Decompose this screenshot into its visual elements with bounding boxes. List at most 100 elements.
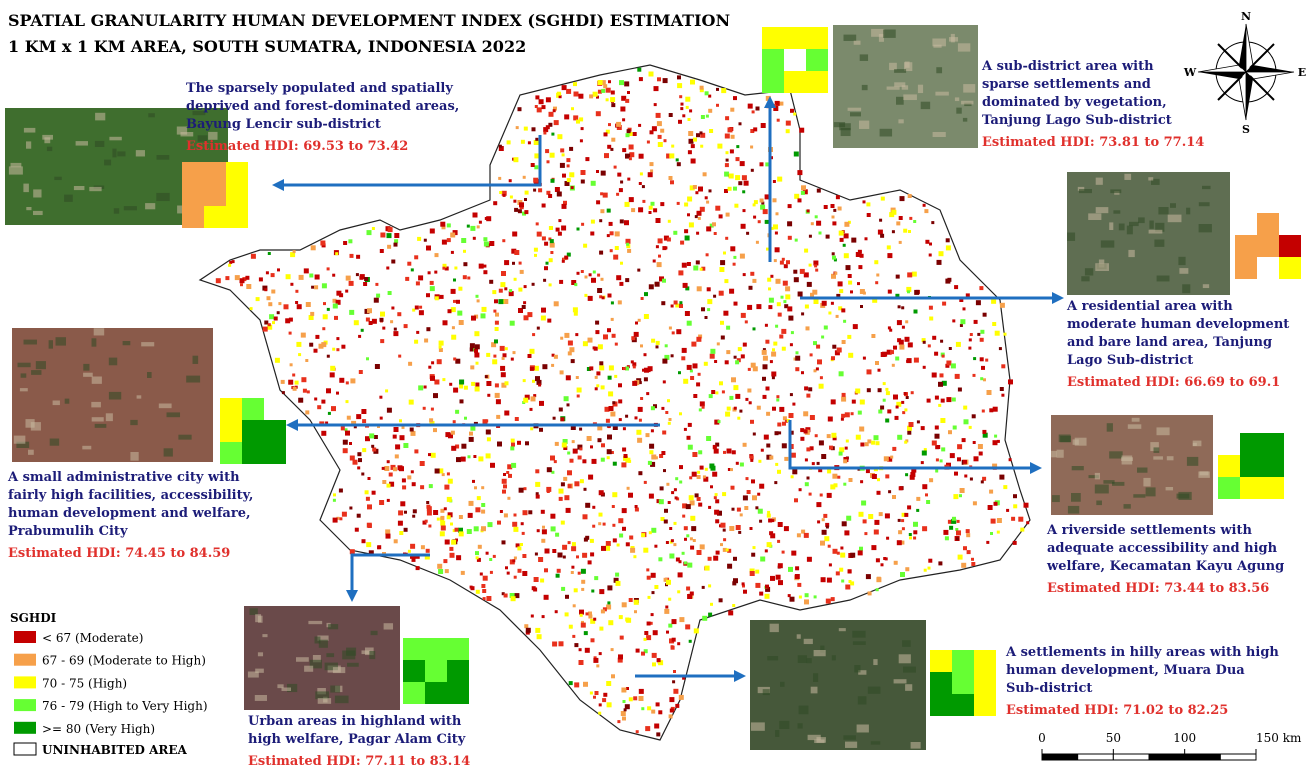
raster-cell xyxy=(928,253,932,257)
raster-cell xyxy=(965,293,970,298)
raster-cell xyxy=(866,202,871,207)
raster-cell xyxy=(562,173,566,178)
raster-cell xyxy=(820,577,826,583)
image-texture xyxy=(1202,185,1211,190)
raster-cell xyxy=(492,359,498,365)
raster-cell xyxy=(641,707,645,711)
raster-cell xyxy=(616,543,620,547)
raster-cell xyxy=(651,454,657,460)
raster-cell xyxy=(736,145,740,149)
raster-cell xyxy=(779,334,784,339)
raster-cell xyxy=(561,259,565,263)
raster-cell xyxy=(708,189,712,193)
raster-cell xyxy=(992,463,998,469)
raster-cell xyxy=(772,406,776,411)
raster-cell xyxy=(725,411,731,417)
raster-cell xyxy=(673,230,678,235)
raster-cell xyxy=(593,695,596,699)
raster-cell xyxy=(671,491,675,495)
raster-cell xyxy=(560,336,564,340)
raster-cell xyxy=(719,267,725,272)
raster-cell xyxy=(695,191,699,195)
raster-cell xyxy=(779,406,785,412)
raster-cell xyxy=(608,80,611,84)
raster-cell xyxy=(701,405,705,409)
raster-cell xyxy=(387,227,393,233)
raster-cell xyxy=(962,307,966,311)
raster-cell xyxy=(613,165,617,169)
raster-cell xyxy=(1013,504,1018,509)
raster-cell xyxy=(385,389,389,393)
image-texture xyxy=(83,363,90,371)
raster-cell xyxy=(787,594,791,598)
image-texture xyxy=(109,136,122,141)
raster-cell xyxy=(649,162,654,167)
raster-cell xyxy=(499,510,503,513)
image-texture xyxy=(838,628,846,632)
raster-cell xyxy=(943,529,949,535)
grid-cell xyxy=(930,650,952,672)
raster-cell xyxy=(394,239,399,244)
raster-cell xyxy=(843,233,849,239)
raster-cell xyxy=(897,518,901,522)
raster-cell xyxy=(341,344,346,349)
raster-cell xyxy=(878,512,883,517)
raster-cell xyxy=(965,529,970,534)
raster-cell xyxy=(472,479,475,483)
raster-cell xyxy=(517,546,522,551)
raster-cell xyxy=(606,702,612,708)
raster-cell xyxy=(336,337,340,341)
raster-cell xyxy=(916,496,921,501)
raster-cell xyxy=(658,254,661,258)
raster-cell xyxy=(703,361,708,366)
raster-cell xyxy=(558,407,563,412)
raster-cell xyxy=(726,350,731,355)
raster-cell xyxy=(292,373,296,377)
image-texture xyxy=(94,423,107,428)
raster-cell xyxy=(229,260,233,264)
image-texture xyxy=(16,441,30,448)
raster-cell xyxy=(818,440,824,446)
raster-cell xyxy=(583,243,588,248)
raster-cell xyxy=(535,481,541,487)
raster-cell xyxy=(764,219,769,224)
raster-cell xyxy=(841,396,847,402)
raster-cell xyxy=(957,457,961,462)
raster-cell xyxy=(371,490,376,495)
raster-cell xyxy=(721,390,725,394)
raster-cell xyxy=(614,231,620,237)
raster-cell xyxy=(634,505,638,508)
compass-diagonals xyxy=(1217,43,1275,101)
image-texture xyxy=(287,683,298,693)
raster-cell xyxy=(584,647,590,653)
raster-cell xyxy=(398,510,404,516)
image-texture xyxy=(961,100,974,105)
raster-cell xyxy=(599,589,605,595)
raster-cell xyxy=(767,277,772,282)
raster-cell xyxy=(430,452,436,458)
raster-cell xyxy=(841,521,847,527)
raster-cell xyxy=(658,557,663,562)
raster-cell xyxy=(419,461,425,466)
raster-cell xyxy=(342,448,348,454)
raster-cell xyxy=(777,563,783,569)
raster-cell xyxy=(738,122,742,126)
image-texture xyxy=(1166,456,1174,461)
raster-cell xyxy=(940,398,945,403)
raster-cell xyxy=(992,440,998,446)
raster-cell xyxy=(847,334,852,339)
raster-cell xyxy=(671,331,675,335)
raster-cell xyxy=(425,548,430,553)
raster-cell xyxy=(913,309,918,314)
raster-cell xyxy=(520,543,523,546)
raster-cell xyxy=(457,310,463,316)
raster-cell xyxy=(871,545,877,551)
raster-cell xyxy=(959,494,962,498)
grid-cell xyxy=(220,398,242,420)
raster-cell xyxy=(688,138,694,144)
raster-cell xyxy=(414,255,419,260)
raster-cell xyxy=(678,371,681,375)
raster-cell xyxy=(622,118,626,122)
raster-cell xyxy=(601,88,606,93)
image-texture xyxy=(8,166,23,175)
